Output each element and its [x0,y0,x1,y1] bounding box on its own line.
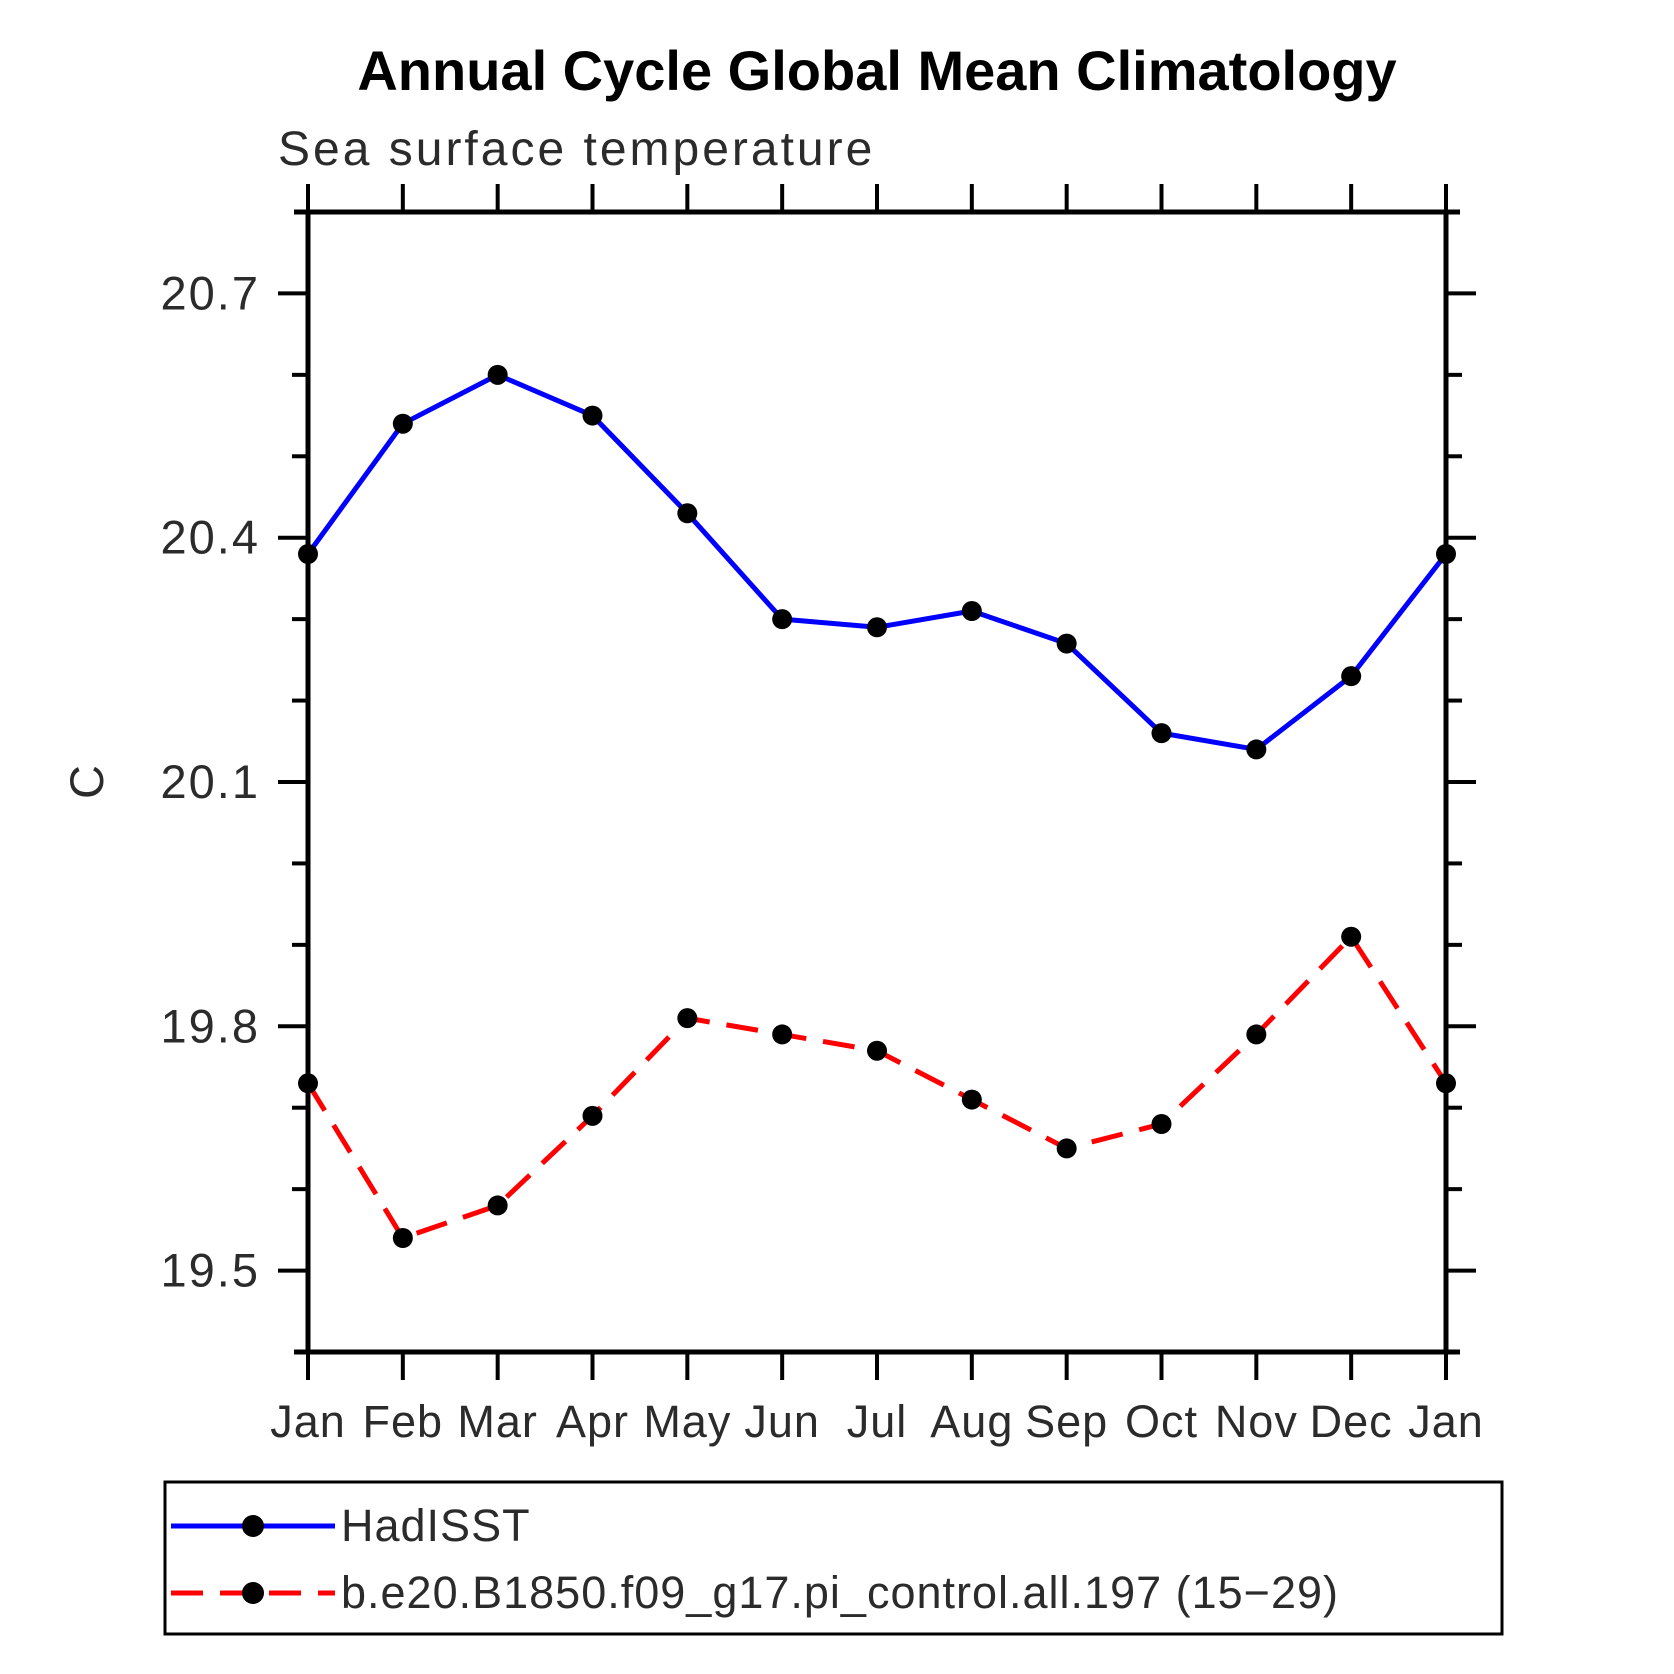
x-tick-label: Oct [1125,1396,1198,1447]
data-point [298,1073,318,1094]
data-point [1341,926,1362,947]
legend-label-model: b.e20.B1850.f09_g17.pi_control.all.197 (… [341,1567,1339,1618]
legend-marker-dot [242,1515,264,1537]
chart-title: Annual Cycle Global Mean Climatology [357,39,1396,102]
data-point [867,617,887,638]
data-point [677,1008,698,1029]
legend-label-hadisst: HadISST [341,1500,531,1551]
data-point [1056,1138,1077,1159]
data-point [961,1089,982,1110]
data-point [1436,544,1456,564]
x-tick-label: Dec [1310,1396,1393,1447]
y-tick-labels: 19.5 19.8 20.1 20.4 20.7 [161,266,260,1297]
data-point [392,1228,413,1248]
x-tick-label: Jan [270,1396,346,1447]
x-tick-label: Jul [847,1396,908,1447]
plot-frame [294,209,1460,1355]
axis-ticks [278,184,1476,1380]
x-tick-label: Jan [1408,1396,1484,1447]
data-point [582,405,603,426]
series-markers [298,364,1456,1248]
data-point [1151,1114,1172,1134]
data-point [1436,1073,1456,1094]
legend-entry-model: b.e20.B1850.f09_g17.pi_control.all.197 (… [171,1567,1339,1618]
data-point [1341,666,1362,687]
legend-entry-hadisst: HadISST [171,1500,531,1551]
data-point [1056,633,1077,654]
x-tick-labels: Jan Feb Mar Apr May Jun Jul Aug Sep Oct Nov Dec Jan [270,1396,1484,1447]
x-tick-label: Sep [1025,1396,1108,1447]
x-tick-label: Mar [457,1396,538,1447]
data-point [677,503,698,524]
y-tick-label: 20.1 [161,755,260,808]
x-tick-label: Nov [1215,1396,1298,1447]
y-axis-title: C [60,765,113,799]
y-tick-label: 19.5 [161,1244,260,1297]
data-point [772,1024,793,1045]
data-point [867,1040,887,1061]
series-lines [305,372,1449,1241]
x-tick-label: Apr [556,1396,629,1447]
legend-marker-dot [242,1582,264,1604]
y-tick-label: 19.8 [161,999,260,1052]
x-tick-label: Feb [363,1396,444,1447]
x-tick-label: Jun [744,1396,820,1447]
y-tick-label: 20.4 [161,511,260,564]
chart-subtitle: Sea surface temperature [278,123,875,176]
data-point [582,1105,603,1126]
data-point [392,413,413,434]
x-tick-label: Aug [930,1396,1013,1447]
data-point [487,364,508,385]
data-point [298,544,318,564]
y-tick-label: 20.7 [161,266,260,319]
data-point [1246,739,1267,760]
legend: HadISST b.e20.B1850.f09_g17.pi_control.a… [163,1480,1504,1636]
data-point [487,1195,508,1216]
data-point [961,601,982,621]
data-point [1246,1024,1267,1045]
x-tick-label: May [643,1396,731,1447]
data-point [1151,723,1172,744]
series-line-hadisst [305,372,1448,752]
data-point [772,609,793,630]
series-line-model [305,934,1449,1241]
legend-box [163,1480,1504,1636]
